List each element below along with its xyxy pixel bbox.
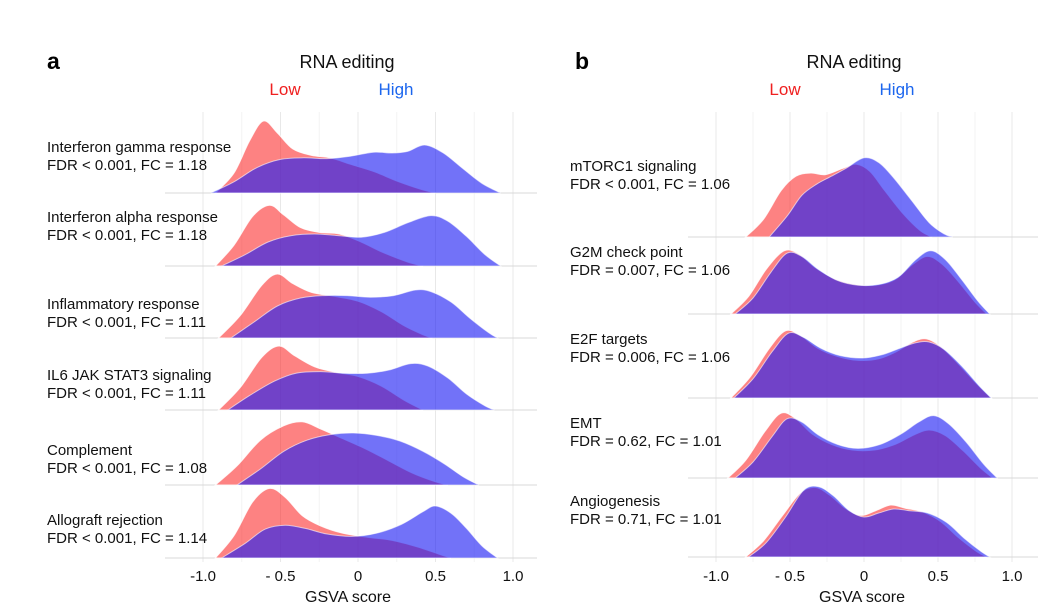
- pathway-name: Inflammatory response: [47, 296, 200, 313]
- pathway-label-b-3: EMT FDR = 0.62, FC = 1.01: [570, 415, 722, 450]
- density-high: [229, 289, 500, 339]
- ridge-b-2: [688, 329, 1038, 399]
- x-axis-label-a: GSVA score: [305, 589, 391, 606]
- x-tick-a-4: 1.0: [502, 568, 524, 585]
- density-high: [235, 432, 480, 486]
- pathway-name: mTORC1 signaling: [570, 158, 697, 175]
- pathway-name: Angiogenesis: [570, 493, 661, 510]
- panel-b-plot: [688, 112, 1038, 562]
- density-high: [732, 331, 993, 399]
- pathway-name: Interferon gamma response: [47, 139, 232, 156]
- x-tick-b-4: 1.0: [1001, 568, 1023, 585]
- pathway-label-b-1: G2M check point FDR = 0.007, FC = 1.06: [570, 244, 730, 279]
- pathway-stats: FDR = 0.006, FC = 1.06: [570, 348, 731, 366]
- pathway-stats: FDR < 0.001, FC = 1.11: [47, 384, 206, 402]
- ridge-a-3: [165, 345, 537, 411]
- x-tick-b-0: -1.0: [703, 568, 729, 585]
- density-high: [768, 157, 953, 238]
- ridge-a-4: [165, 421, 537, 486]
- pathway-label-a-2: Inflammatory response FDR < 0.001, FC = 1…: [47, 296, 206, 331]
- pathway-stats: FDR < 0.001, FC = 1.14: [47, 529, 208, 547]
- legend-high-label-a: High: [378, 80, 414, 99]
- x-tick-a-3: 0.5: [425, 568, 446, 585]
- ridge-b-1: [688, 249, 1038, 315]
- x-tick-b-2: 0: [859, 568, 869, 585]
- pathway-label-a-1: Interferon alpha response FDR < 0.001, FC…: [47, 209, 218, 244]
- ridge-b-3: [688, 412, 1038, 479]
- density-high: [210, 144, 501, 194]
- ridge-a-0: [165, 120, 537, 194]
- pathway-label-b-2: E2F targets FDR = 0.006, FC = 1.06: [570, 331, 730, 366]
- x-tick-a-1: - 0.5: [265, 568, 296, 585]
- ridge-b-0: [688, 157, 1038, 238]
- x-axis-label-b: GSVA score: [819, 589, 905, 606]
- pathway-stats: FDR = 0.71, FC = 1.01: [570, 510, 722, 528]
- pathway-label-b-0: mTORC1 signaling FDR < 0.001, FC = 1.06: [570, 158, 730, 193]
- panel-a-letter: a: [47, 48, 60, 74]
- pathway-label-a-4: Complement FDR < 0.001, FC = 1.08: [47, 442, 207, 477]
- x-tick-a-2: 0: [353, 568, 363, 585]
- density-high: [733, 250, 991, 315]
- pathway-name: G2M check point: [570, 244, 683, 261]
- pathway-name: Interferon alpha response: [47, 209, 218, 226]
- ridge-a-1: [165, 204, 537, 267]
- pathway-name: E2F targets: [570, 331, 648, 348]
- pathway-stats: FDR = 0.62, FC = 1.01: [570, 432, 722, 450]
- ridge-a-2: [165, 273, 537, 339]
- legend-low-label-b: Low: [769, 80, 801, 99]
- density-high: [221, 215, 503, 267]
- pathway-name: Complement: [47, 442, 133, 459]
- panel-b-letter: b: [575, 48, 590, 74]
- pathway-label-a-5: Allograft rejection FDR < 0.001, FC = 1.1…: [47, 512, 207, 547]
- pathway-label-a-0: Interferon gamma response FDR < 0.001, FC…: [47, 139, 231, 174]
- legend-high-label-b: High: [879, 80, 915, 99]
- x-tick-a-0: -1.0: [190, 568, 216, 585]
- legend-title-a: RNA editing: [299, 52, 395, 72]
- panel-a-plot: [165, 112, 537, 562]
- pathway-stats: FDR < 0.001, FC = 1.18: [47, 226, 208, 244]
- pathway-stats: FDR < 0.001, FC = 1.06: [570, 175, 731, 193]
- pathway-stats: FDR < 0.001, FC = 1.11: [47, 313, 206, 331]
- ridge-a-5: [165, 487, 537, 559]
- pathway-name: Allograft rejection: [47, 512, 163, 529]
- pathway-label-a-3: IL6 JAK STAT3 signaling FDR < 0.001, FC =…: [47, 367, 212, 402]
- density-high: [747, 485, 992, 558]
- x-tick-b-3: 0.5: [927, 568, 949, 585]
- pathway-name: IL6 JAK STAT3 signaling: [47, 367, 212, 384]
- x-tick-b-1: - 0.5: [774, 568, 806, 585]
- density-high: [219, 505, 499, 559]
- legend-low-label-a: Low: [269, 80, 301, 99]
- ridge-b-4: [688, 485, 1038, 558]
- legend-title-b: RNA editing: [806, 52, 902, 72]
- density-high: [733, 415, 999, 479]
- pathway-label-b-4: Angiogenesis FDR = 0.71, FC = 1.01: [570, 493, 722, 528]
- pathway-stats: FDR < 0.001, FC = 1.18: [47, 156, 208, 174]
- pathway-name: EMT: [570, 415, 602, 432]
- density-high: [226, 362, 495, 411]
- pathway-stats: FDR = 0.007, FC = 1.06: [570, 261, 731, 279]
- pathway-stats: FDR < 0.001, FC = 1.08: [47, 459, 208, 477]
